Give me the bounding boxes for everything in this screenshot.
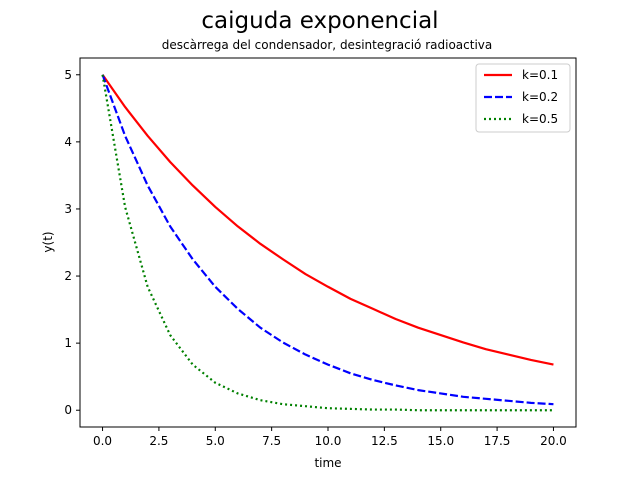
x-tick-label: 15.0 — [427, 434, 454, 448]
y-tick-label: 4 — [64, 135, 72, 149]
y-tick-label: 1 — [64, 336, 72, 350]
tick-layer: 0.0 2.5 5.0 7.5 10.0 12.5 15.0 17.5 20.0 0 1 2 3 4 5 — [64, 68, 566, 448]
chart-subtitle: descàrrega del condensador, desintegraci… — [162, 38, 493, 52]
legend: k=0.1 k=0.2 k=0.5 — [475, 63, 571, 133]
x-tick-label: 0.0 — [93, 434, 112, 448]
y-tick-label: 0 — [64, 403, 72, 417]
x-tick-label: 12.5 — [371, 434, 398, 448]
y-axis-label: y(t) — [41, 231, 55, 252]
x-axis-label: time — [314, 456, 341, 470]
legend-label-k-0-5: k=0.5 — [522, 112, 558, 126]
y-tick-label: 3 — [64, 202, 72, 216]
y-tick-label: 2 — [64, 269, 72, 283]
series-line-k-0-2 — [101, 74, 554, 406]
x-tick-label: 10.0 — [315, 434, 342, 448]
plot-frame — [79, 57, 577, 428]
legend-box — [475, 63, 571, 133]
x-tick-label: 2.5 — [149, 434, 168, 448]
chart-title: caiguda exponencial — [201, 8, 438, 34]
series-line-k-0-1 — [101, 74, 554, 366]
y-tick-label: 5 — [64, 68, 72, 82]
x-tick-label: 5.0 — [206, 434, 225, 448]
legend-label-k-0-2: k=0.2 — [522, 90, 558, 104]
series-layer — [101, 74, 554, 412]
x-tick-label: 7.5 — [262, 434, 281, 448]
legend-label-k-0-1: k=0.1 — [522, 68, 558, 82]
x-tick-label: 17.5 — [484, 434, 511, 448]
x-tick-label: 20.0 — [540, 434, 567, 448]
